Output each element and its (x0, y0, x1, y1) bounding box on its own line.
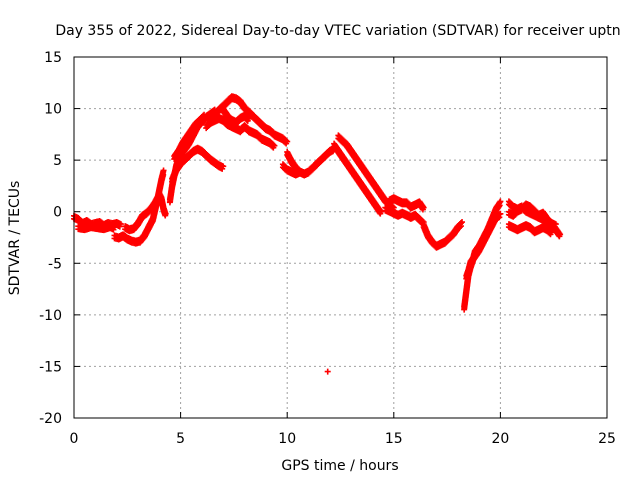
data-point (497, 198, 504, 205)
data-point (459, 219, 466, 226)
y-tick-label: -15 (39, 359, 62, 375)
data-point (457, 223, 464, 230)
x-tick-label: 25 (598, 431, 616, 447)
data-point (557, 231, 564, 238)
data-point (284, 138, 291, 145)
data-point (201, 111, 208, 118)
data-point (198, 116, 205, 123)
data-point (324, 368, 331, 375)
data-point (496, 214, 503, 221)
y-tick-label: -10 (39, 308, 62, 324)
axis-ticks: 0 5 10 15 20 25 -20 -15 -10 -5 0 5 10 15 (39, 50, 616, 447)
plot-frame (73, 56, 608, 419)
grid-lines (74, 57, 607, 418)
data-point (296, 167, 303, 174)
data-point (548, 229, 555, 236)
data-point (295, 170, 302, 177)
x-tick-label: 0 (70, 431, 79, 447)
y-axis-label: SDTVAR / TECUs (7, 181, 23, 296)
x-tick-label: 20 (491, 431, 509, 447)
data-point (271, 142, 278, 149)
data-point (117, 221, 124, 228)
y-tick-label: -20 (39, 411, 62, 427)
x-axis-label: GPS time / hours (281, 458, 398, 474)
data-point (199, 115, 206, 122)
data-point (552, 221, 559, 228)
y-tick-label: 0 (53, 205, 62, 221)
data-point (456, 224, 463, 231)
chart-title: Day 355 of 2022, Sidereal Day-to-day VTE… (55, 23, 620, 39)
x-tick-label: 15 (385, 431, 403, 447)
data-point (497, 210, 504, 217)
y-tick-label: 10 (44, 102, 62, 118)
data-points (71, 93, 564, 375)
y-tick-label: -5 (48, 256, 62, 272)
data-point (378, 208, 385, 215)
x-tick-label: 5 (176, 431, 185, 447)
data-point (220, 163, 227, 170)
x-tick-label: 10 (278, 431, 296, 447)
data-point (160, 167, 167, 174)
data-point (162, 210, 169, 217)
data-point (420, 204, 427, 211)
data-point (245, 115, 252, 122)
data-point (111, 224, 118, 231)
y-tick-label: 15 (44, 50, 62, 66)
y-tick-label: 5 (53, 153, 62, 169)
